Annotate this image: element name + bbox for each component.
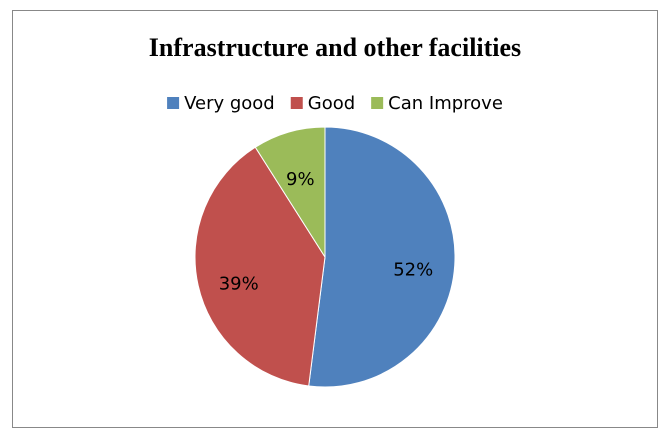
legend-label: Can Improve xyxy=(388,93,503,114)
pie-slice xyxy=(308,126,456,388)
legend-swatch xyxy=(371,97,384,109)
chart-title: Infrastructure and other facilities xyxy=(149,33,521,62)
legend-swatch xyxy=(167,97,180,109)
data-label: 9% xyxy=(286,169,315,190)
legend-label: Good xyxy=(308,93,355,114)
legend-label: Very good xyxy=(184,93,275,114)
legend-swatch xyxy=(290,97,303,109)
data-label: 52% xyxy=(393,260,433,281)
data-label: 39% xyxy=(219,273,259,294)
legend: Very good Good Can Improve xyxy=(167,93,503,114)
pie: 52% 39% 9% xyxy=(194,126,456,388)
pie-slice xyxy=(254,126,326,259)
pie-slice xyxy=(194,146,326,387)
